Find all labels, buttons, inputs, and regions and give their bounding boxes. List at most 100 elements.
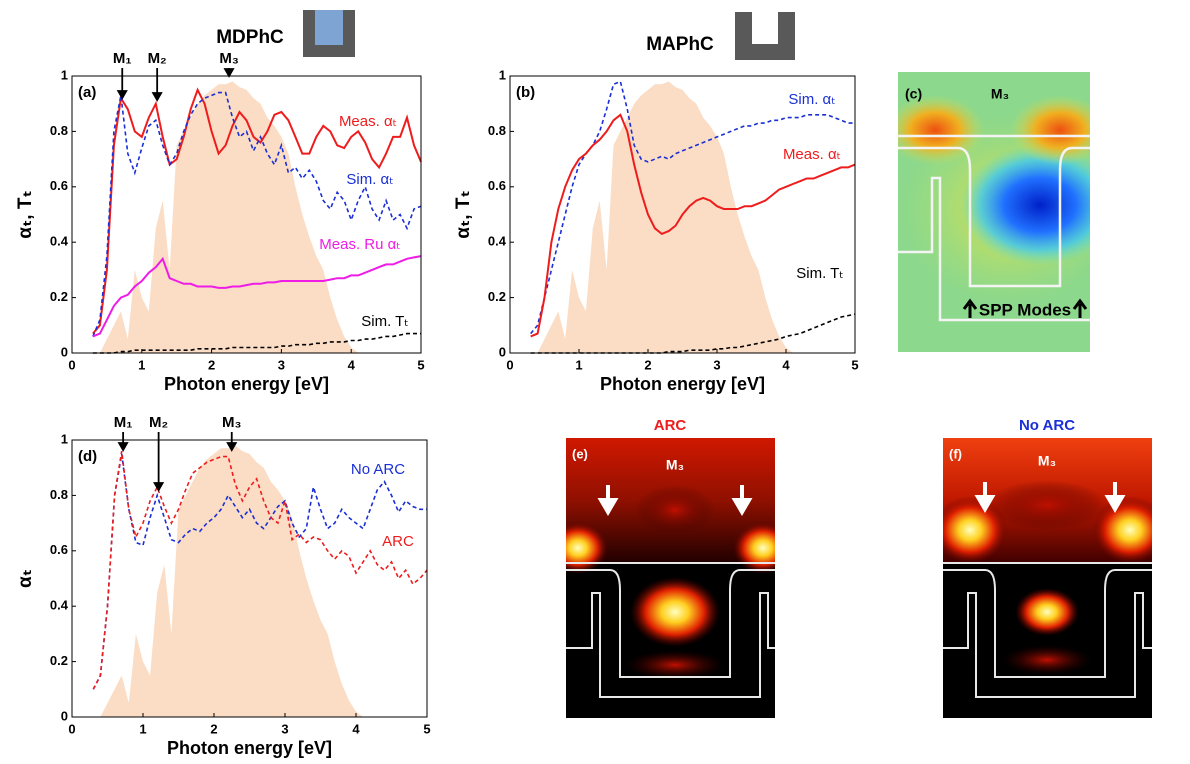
series-label: Sim. Tₜ	[796, 265, 843, 282]
y-axis-label: αₜ, Tₜ	[15, 190, 36, 239]
y-tick-label: 0	[61, 344, 68, 359]
x-tick-label: 0	[68, 721, 75, 736]
header: MAPhC	[646, 34, 714, 55]
structure-icon	[303, 10, 355, 57]
plot-frame	[71, 75, 422, 354]
arrow	[962, 298, 978, 318]
line	[92, 87, 422, 335]
field-map	[566, 438, 775, 718]
annotation: M₂	[148, 50, 167, 67]
mode-label: M₃	[1038, 453, 1056, 469]
x-tick-label: 2	[208, 357, 215, 372]
x-tick-label: 1	[138, 357, 145, 372]
chart: Sim. αₜ Meas. αₜ Sim. Tₜ 0 1 2 3 4 5 0 0.2 0.4 0.6 0.…	[453, 67, 859, 393]
x-tick-label: 2	[210, 721, 217, 736]
y-tick-label: 0.4	[50, 598, 69, 613]
x-tick-label: 1	[575, 357, 582, 372]
structure-icon	[735, 12, 795, 60]
x-axis-label: Photon energy [eV]	[600, 374, 765, 394]
plot-frame	[509, 75, 856, 354]
annotation: M₁	[114, 414, 133, 431]
y-tick-label: 0.6	[50, 542, 68, 557]
map-title: No ARC	[1019, 417, 1075, 434]
panel-label: (d)	[78, 448, 97, 465]
mode-label: M₃	[666, 457, 684, 473]
series-label: Meas. αₜ	[783, 146, 841, 163]
y-tick-label: 0.6	[488, 178, 506, 193]
x-tick-label: 5	[417, 357, 424, 372]
chart: No ARC ARC 0 1 2 3 4 5 0 0.2 0.4 0.6 0.8 1 Photon ener…	[15, 414, 431, 758]
series-label: Meas. Ru αₜ	[319, 236, 400, 253]
series-label: No ARC	[351, 461, 405, 478]
x-axis-label: Photon energy [eV]	[167, 738, 332, 758]
x-tick-label: 3	[281, 721, 288, 736]
plot-frame	[71, 439, 428, 718]
annotation-arrow	[116, 68, 128, 100]
header: MDPhC	[216, 27, 284, 48]
arrow	[1072, 298, 1088, 318]
line	[530, 313, 856, 354]
x-tick-label: 5	[851, 357, 858, 372]
area	[93, 445, 428, 717]
y-tick-label: 1	[499, 67, 506, 82]
y-tick-label: 0	[499, 344, 506, 359]
x-tick-label: 0	[506, 357, 513, 372]
panel-label: (a)	[78, 84, 96, 101]
y-tick-label: 0.8	[488, 123, 506, 138]
mode-label: M₃	[991, 86, 1009, 102]
annotation: M₁	[113, 50, 132, 67]
annotation: M₂	[149, 414, 168, 431]
y-tick-label: 1	[61, 431, 68, 446]
annotation-arrow	[223, 68, 235, 78]
line	[530, 113, 856, 338]
x-tick-label: 2	[644, 357, 651, 372]
annotation-arrow	[151, 68, 163, 102]
area	[92, 81, 422, 353]
annotation: SPP Modes	[979, 300, 1071, 319]
panel-label: (b)	[516, 84, 535, 101]
panel-label: (f)	[949, 446, 962, 461]
annotation-arrow	[226, 432, 238, 452]
x-tick-label: 3	[278, 357, 285, 372]
x-tick-label: 4	[352, 721, 360, 736]
series-label: Sim. αₜ	[346, 171, 393, 188]
map-title: ARC	[654, 417, 687, 434]
line	[92, 255, 422, 338]
y-tick-label: 0.8	[50, 487, 68, 502]
x-axis-label: Photon energy [eV]	[164, 374, 329, 394]
y-tick-label: 0.2	[50, 289, 68, 304]
line	[92, 332, 421, 354]
y-tick-label: 0.6	[50, 178, 68, 193]
x-tick-label: 3	[713, 357, 720, 372]
series-label: Sim. αₜ	[788, 91, 835, 108]
line	[92, 450, 428, 690]
panel-label: (e)	[572, 446, 588, 461]
line	[92, 453, 427, 690]
chart: Meas. αₜ Sim. αₜ Meas. Ru αₜ Sim. Tₜ 0 1 2 3 4 5 0…	[15, 50, 425, 394]
line	[92, 91, 422, 337]
annotation: M₃	[222, 414, 241, 431]
arrow	[597, 485, 753, 516]
y-tick-label: 1	[61, 67, 68, 82]
panel-label: (c)	[905, 86, 922, 102]
series-label: Meas. αₜ	[339, 113, 397, 130]
y-tick-label: 0.2	[50, 653, 68, 668]
annotation: M₃	[219, 50, 238, 67]
y-axis-label: αₜ	[15, 569, 36, 588]
field-map	[943, 438, 1152, 718]
y-tick-label: 0.4	[488, 234, 507, 249]
y-tick-label: 0.2	[488, 289, 506, 304]
annotation-arrow	[117, 432, 129, 452]
series-label: ARC	[382, 533, 414, 550]
y-tick-label: 0	[61, 708, 68, 723]
y-axis-label: αₜ, Tₜ	[453, 190, 474, 239]
y-tick-label: 0.8	[50, 123, 68, 138]
x-tick-label: 0	[68, 357, 75, 372]
series-label: Sim. Tₜ	[361, 313, 408, 330]
x-tick-label: 4	[348, 357, 356, 372]
field-map	[898, 72, 1090, 352]
x-tick-label: 1	[139, 721, 146, 736]
annotation-arrow	[153, 432, 165, 492]
y-tick-label: 0.4	[50, 234, 69, 249]
arrow	[974, 482, 1126, 513]
